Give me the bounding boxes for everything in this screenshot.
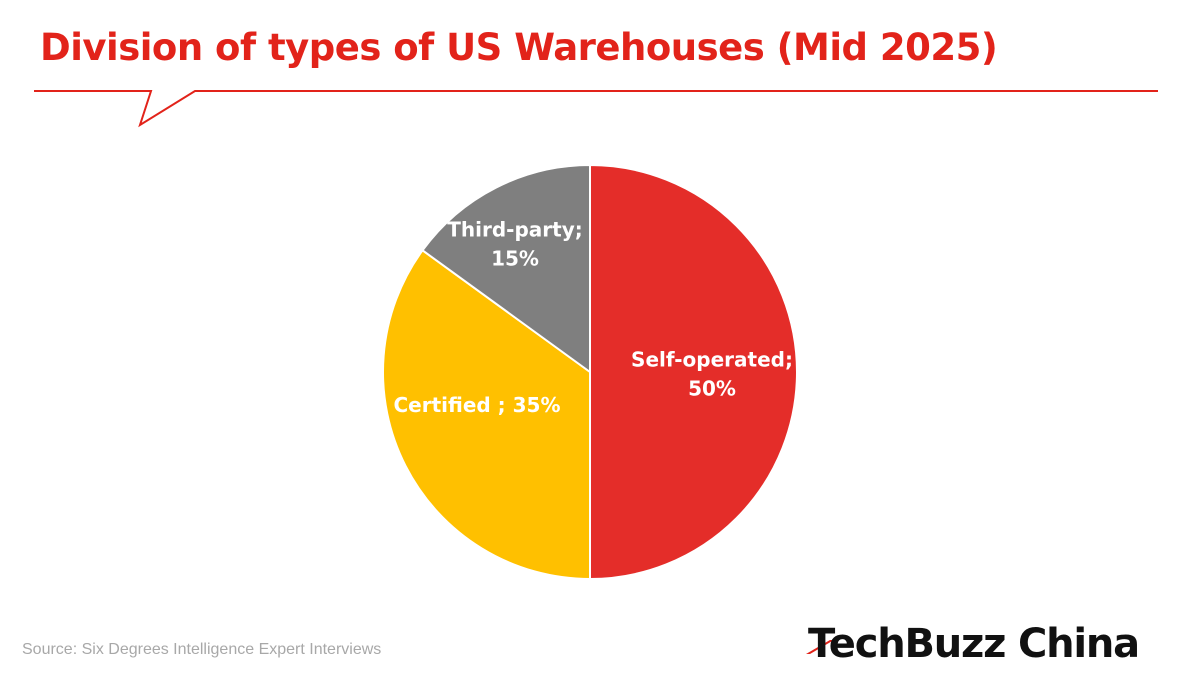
slice-label-self-operated: Self-operated; 50% [631,348,793,401]
title-callout-line [34,90,1158,128]
slice-label-certified: Certified ; 35% [393,393,560,417]
logo-slash-mark [806,640,834,654]
pie-slice-certified [382,248,591,581]
source-note: Source: Six Degrees Intelligence Expert … [22,641,382,658]
pie-slice-self-operated [589,163,798,581]
slice-label-third-party: Third-party; 15% [447,218,583,271]
pie-slice-third-party [421,163,591,374]
techbuzz-china-logo: TechBuzz China [808,621,1140,667]
chart-title: Division of types of US Warehouses (Mid … [40,26,998,69]
